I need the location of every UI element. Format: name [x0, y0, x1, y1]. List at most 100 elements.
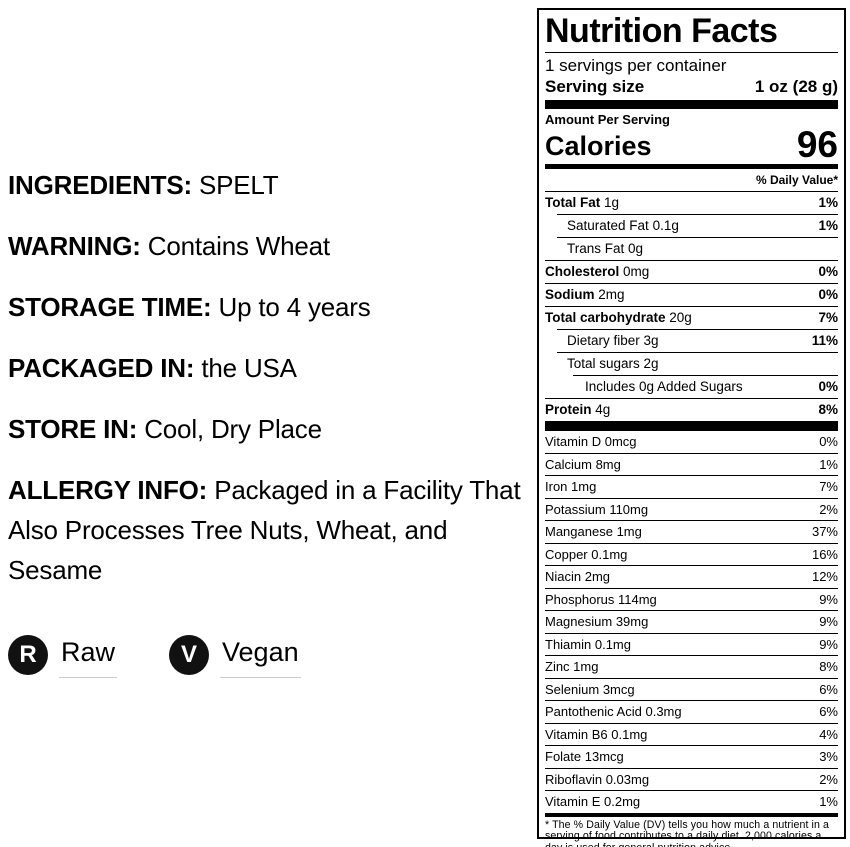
nutrient-amount: 114mg	[614, 591, 657, 607]
nutrient-row: Vitamin B6 0.1mg 4%	[545, 722, 838, 746]
nutrient-row: Trans Fat 0g	[557, 237, 838, 260]
nutrient-daily-value: 11%	[811, 333, 838, 348]
serving-size-label: Serving size	[545, 77, 645, 96]
divider-thick	[545, 421, 838, 430]
nutrient-daily-value: 37%	[811, 524, 838, 539]
nutrient-name: Trans Fat	[567, 241, 625, 256]
nutrient-amount: 39mg	[612, 614, 649, 629]
divider-small	[545, 812, 838, 817]
divider-medium	[545, 164, 838, 169]
nutrient-daily-value: 1%	[818, 218, 838, 233]
info-label: ALLERGY INFO:	[8, 475, 208, 505]
product-info-item: PACKAGED IN: the USA	[8, 348, 526, 388]
calories-label: Calories	[545, 131, 652, 161]
calories-row: Calories 96	[545, 124, 838, 165]
nutrient-name: Copper	[545, 546, 588, 562]
nutrient-row: Dietary fiber 3g 11%	[557, 329, 838, 352]
nutrient-row: Iron 1mg 7%	[545, 475, 838, 498]
product-info-item: ALLERGY INFO: Packaged in a Facility Tha…	[8, 470, 526, 590]
nutrient-row: Saturated Fat 0.1g 1%	[557, 214, 838, 237]
nutrient-name: Selenium	[545, 681, 600, 697]
nutrient-row: Total Fat 1g 1%	[545, 191, 838, 214]
daily-value-header: % Daily Value*	[755, 173, 838, 187]
nutrient-row: Potassium 110mg 2%	[545, 497, 838, 521]
nutrient-row: Copper 0.1mg 16%	[545, 542, 838, 566]
serving-size-value: 1 oz (28 g)	[754, 77, 838, 96]
nutrient-name: Pantothenic Acid	[545, 704, 642, 719]
nutrient-row: Total sugars 2g	[557, 352, 838, 375]
product-info-item: STORE IN: Cool, Dry Place	[8, 409, 526, 449]
nutrient-daily-value: 9%	[819, 614, 838, 629]
info-label: INGREDIENTS:	[8, 170, 192, 200]
nutrient-name: Vitamin B6	[545, 726, 608, 742]
nutrient-amount: 20g	[665, 310, 692, 325]
nutrient-name: Vitamin E	[545, 794, 601, 809]
nutrition-facts-panel: Nutrition Facts 1 servings per container…	[537, 8, 846, 847]
nutrient-row: Vitamin D 0mcg 0%	[545, 430, 838, 453]
nutrient-row: Calcium 8mg 1%	[545, 452, 838, 476]
nutrient-name: Total Fat	[545, 195, 601, 210]
nutrient-row: Thiamin 0.1mg 9%	[545, 632, 838, 656]
nutrient-daily-value: 6%	[819, 704, 838, 719]
nutrient-name: Saturated Fat	[567, 218, 649, 233]
nutrient-daily-value: 0%	[819, 434, 838, 449]
nutrient-daily-value: 0%	[818, 287, 838, 302]
nutrient-amount: 1mg	[569, 659, 599, 674]
nutrient-amount: 0.03mg	[602, 771, 650, 787]
product-info-item: WARNING: Contains Wheat	[8, 226, 526, 266]
info-label: PACKAGED IN:	[8, 353, 195, 383]
nutrient-amount: 0.2mg	[600, 794, 641, 809]
nutrient-name: Total carbohydrate	[545, 310, 666, 325]
nutrient-amount: 3g	[639, 333, 659, 348]
nutrient-daily-value: 1%	[819, 456, 838, 472]
info-value: Contains Wheat	[147, 231, 330, 261]
nutrient-daily-value: 4%	[819, 726, 838, 742]
nutrient-daily-value: 0%	[818, 379, 838, 394]
micro-nutrient-rows: Vitamin D 0mcg 0% Calcium 8mg 1% Iron 1m…	[545, 430, 838, 813]
info-value: SPELT	[198, 170, 279, 200]
info-value: Cool, Dry Place	[144, 414, 322, 444]
serving-size-row: Serving size 1 oz (28 g)	[545, 76, 838, 100]
nutrient-name: Calcium	[545, 456, 592, 472]
nutrient-daily-value: 2%	[819, 501, 838, 517]
nutrient-row: Zinc 1mg 8%	[545, 655, 838, 678]
info-label: STORAGE TIME:	[8, 292, 212, 322]
nutrient-amount: 110mg	[605, 501, 649, 517]
nutrient-amount: 1g	[600, 195, 620, 210]
nutrient-row: Phosphorus 114mg 9%	[545, 587, 838, 611]
nutrient-amount: 1mg	[612, 524, 642, 539]
info-label: WARNING:	[8, 231, 141, 261]
nutrient-amount: 0.1mg	[587, 546, 628, 562]
nutrient-amount: 4g	[591, 402, 611, 417]
nutrient-name: Sodium	[545, 287, 595, 302]
product-info-item: INGREDIENTS: SPELT	[8, 165, 526, 205]
info-value: Packaged in a Facility That Also Process…	[8, 475, 521, 585]
nutrient-daily-value: 3%	[819, 749, 838, 764]
badge: R Raw	[8, 635, 118, 678]
nutrient-amount: 3mcg	[599, 681, 635, 697]
nutrient-row: Pantothenic Acid 0.3mg 6%	[545, 700, 838, 723]
nutrient-amount: 0mcg	[601, 434, 637, 449]
nutrient-name: Magnesium	[545, 614, 613, 629]
info-value: Up to 4 years	[218, 292, 371, 322]
badge-label: Raw	[59, 635, 118, 678]
product-info-column: INGREDIENTS: SPELT WARNING: Contains Whe…	[8, 165, 526, 611]
nutrient-amount: 1mg	[567, 479, 597, 494]
calories-value: 96	[796, 124, 838, 165]
nutrient-name: Riboflavin	[545, 771, 603, 787]
nutrient-amount: 13mcg	[581, 749, 624, 764]
nutrient-amount: 0mg	[619, 264, 650, 279]
nutrient-daily-value: 8%	[819, 659, 838, 674]
nutrient-amount: 0.1mg	[591, 636, 631, 652]
nutrient-name: Thiamin	[545, 636, 592, 652]
divider-thick	[545, 100, 838, 109]
badge: V Vegan	[169, 635, 301, 678]
nutrient-daily-value: 9%	[819, 636, 838, 652]
nutrient-row: Magnesium 39mg 9%	[545, 610, 838, 633]
nutrient-row: Selenium 3mcg 6%	[545, 677, 838, 701]
raw-badge-icon: R	[8, 635, 48, 675]
macro-nutrient-rows: Total Fat 1g 1% Saturated Fat 0.1g 1% Tr…	[545, 191, 838, 421]
nutrient-daily-value: 7%	[819, 479, 838, 494]
nutrient-amount: 2mg	[581, 569, 611, 584]
